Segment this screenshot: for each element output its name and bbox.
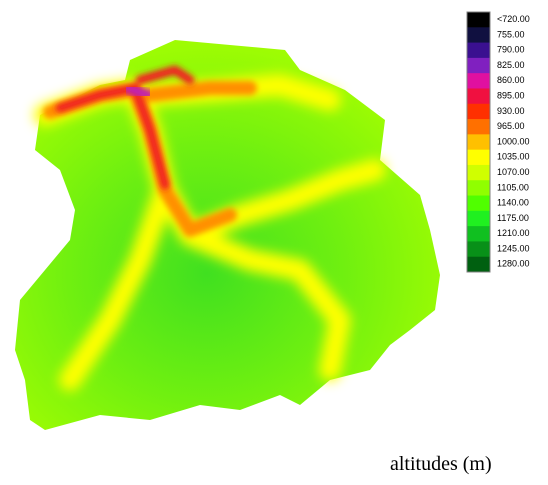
legend-swatch: [467, 150, 490, 166]
legend-swatch: [467, 134, 490, 150]
legend-label: 965.00: [497, 121, 525, 131]
legend-label: 1035.00: [497, 152, 530, 162]
legend-label: 1245.00: [497, 243, 530, 253]
legend-title: altitudes (m): [390, 453, 492, 475]
map: <720.00 755.00 790.00 825.00 860.00 895.00 930…: [0, 0, 548, 485]
legend-label: 1000.00: [497, 136, 530, 146]
legend-label: 1280.00: [497, 259, 530, 269]
legend-swatch: [467, 226, 490, 242]
legend-swatch: [467, 88, 490, 104]
legend-label: 1210.00: [497, 228, 530, 238]
legend-label: 1140.00: [497, 198, 529, 208]
legend-swatch: [467, 180, 490, 196]
page: <720.00 755.00 790.00 825.00 860.00 895.00 930…: [0, 0, 548, 485]
legend-swatch: [467, 73, 490, 89]
legend: <720.00 755.00 790.00 825.00 860.00 895.00 930…: [467, 12, 530, 273]
legend-swatch: [467, 27, 490, 43]
legend-label: <720.00: [497, 14, 530, 24]
legend-label: 1070.00: [497, 167, 530, 177]
legend-label: 825.00: [497, 60, 525, 70]
legend-swatch: [467, 196, 490, 212]
legend-label: 1105.00: [497, 182, 529, 192]
legend-swatch: [467, 58, 490, 74]
legend-swatch: [467, 241, 490, 257]
legend-swatch: [467, 43, 490, 59]
legend-label: 895.00: [497, 90, 525, 100]
legend-swatch: [467, 104, 490, 120]
legend-swatch: [467, 165, 490, 181]
elevation-map: [15, 40, 440, 430]
legend-label: 755.00: [497, 29, 525, 39]
legend-swatch: [467, 12, 490, 28]
legend-label: 1175.00: [497, 213, 529, 223]
legend-label: 930.00: [497, 106, 525, 116]
legend-swatch: [467, 257, 490, 273]
legend-label: 860.00: [497, 75, 525, 85]
legend-label: 790.00: [497, 45, 525, 55]
legend-swatch: [467, 211, 490, 227]
legend-swatch: [467, 119, 490, 135]
